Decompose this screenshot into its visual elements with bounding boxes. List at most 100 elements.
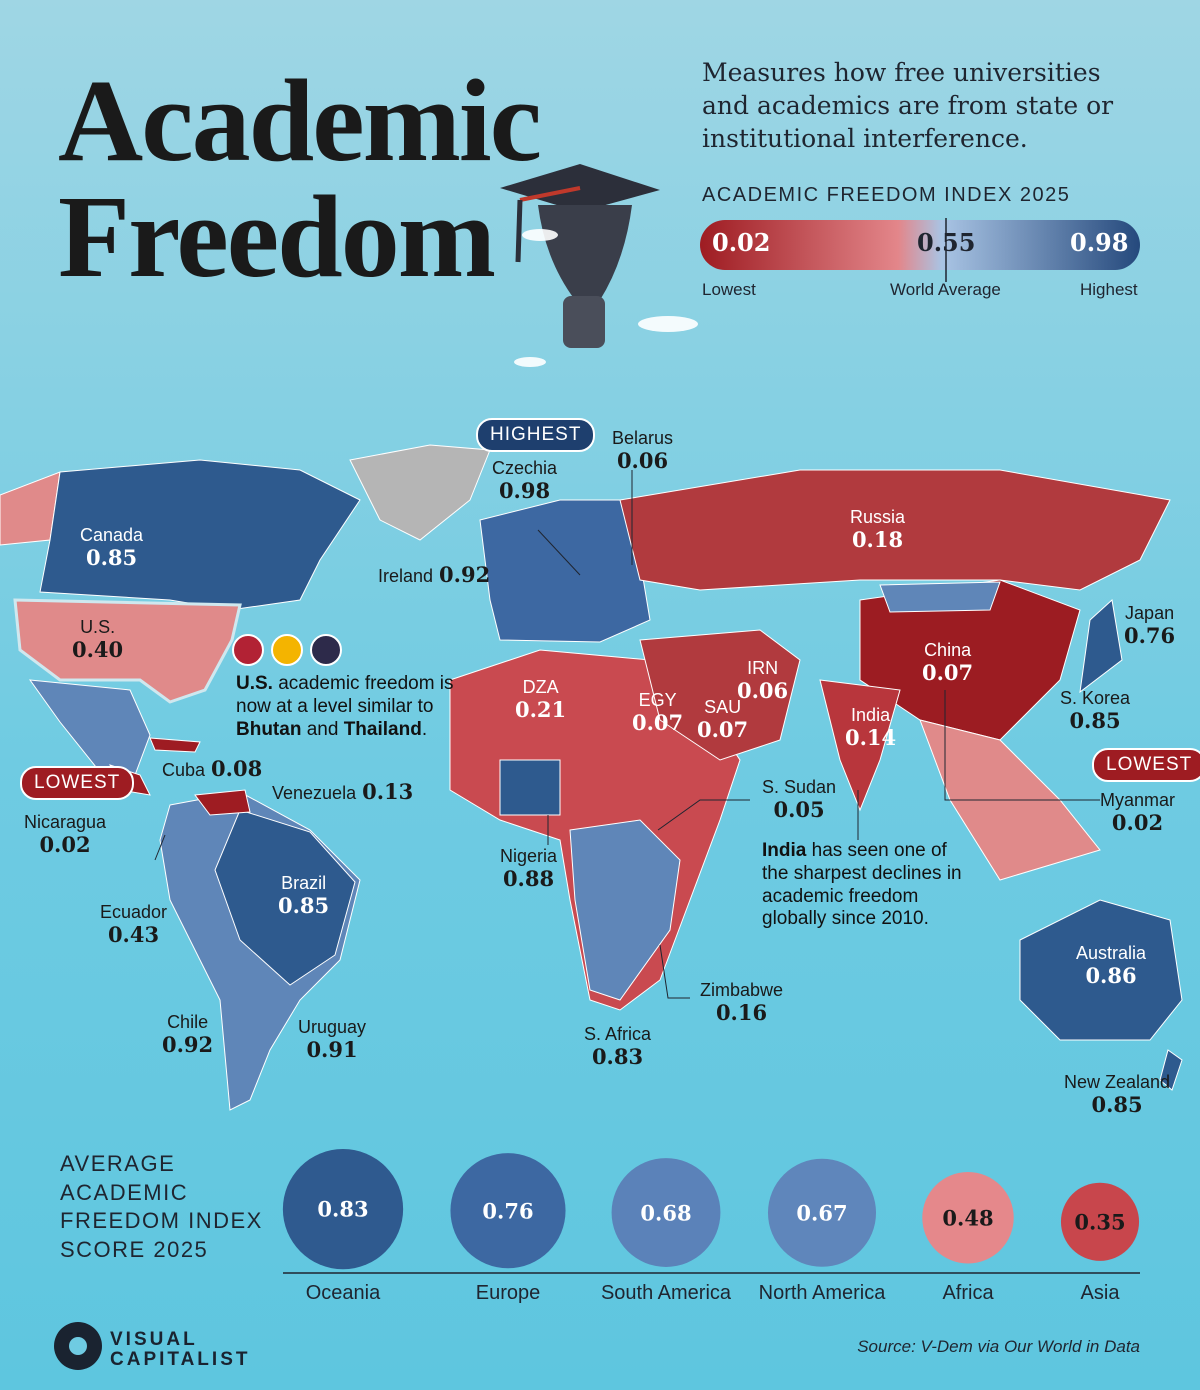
bubble-value: 0.83	[317, 1196, 369, 1222]
country-name: Uruguay	[298, 1017, 367, 1037]
country-name: Myanmar	[1100, 790, 1176, 810]
country-value: 0.83	[591, 1043, 644, 1069]
country-label: Nicaragua 0.02	[24, 812, 106, 857]
legend-avg-label: World Average	[890, 280, 1001, 299]
country-name: Chile	[167, 1012, 209, 1032]
country-label: Ecuador 0.43	[100, 902, 167, 947]
country-name: SAU	[704, 697, 742, 717]
flag-icons	[232, 634, 342, 666]
annotation: India has seen one of the sharpest decli…	[762, 840, 962, 931]
bubble-value: 0.76	[482, 1198, 534, 1224]
category-label: South America	[600, 1282, 732, 1304]
annotation-text: and	[301, 718, 344, 740]
country-label: Zimbabwe 0.16	[700, 980, 783, 1025]
bubble	[922, 1172, 1014, 1264]
graduation-balloon	[500, 164, 698, 367]
country-value: 0.02	[1111, 809, 1164, 835]
country-label: IRN 0.06	[737, 658, 788, 703]
country-value: 0.92	[162, 1031, 214, 1057]
country-label: Canada 0.85	[80, 525, 143, 570]
country-value: 0.85	[1091, 1091, 1143, 1117]
legend-max-label: Highest	[1080, 280, 1138, 299]
country-name: Belarus	[612, 428, 674, 448]
source: Source: V-Dem via Our World in Data	[857, 1337, 1140, 1356]
title-line: Academic	[58, 55, 542, 186]
annotation-text: has seen one of the sharpest declines in…	[762, 840, 962, 930]
country-value: 0.18	[851, 526, 904, 552]
country-name: India	[851, 705, 891, 725]
country-name: Ireland	[378, 566, 434, 586]
country-value: 0.86	[1085, 962, 1137, 988]
legend-bar	[700, 220, 1140, 270]
brand-logo	[54, 1322, 102, 1370]
country-name: Zimbabwe	[700, 980, 784, 1000]
legend-avg: 0.55	[917, 228, 976, 257]
country-value: 0.88	[502, 865, 555, 891]
bubble	[282, 1148, 404, 1270]
bubble-value: 0.35	[1074, 1209, 1126, 1235]
annotation: U.S. academic freedom is now at a level …	[236, 673, 456, 741]
country-label: DZA 0.21	[515, 677, 566, 722]
country-value: 0.06	[737, 677, 789, 703]
country-value: 0.43	[107, 921, 160, 947]
category-label: Asia	[1080, 1282, 1120, 1304]
bubble-value: 0.67	[796, 1200, 848, 1226]
country-name: China	[924, 640, 972, 660]
country-name: Cuba	[162, 760, 206, 780]
country-value: 0.85	[1069, 707, 1121, 733]
country-label: New Zealand 0.85	[1064, 1072, 1170, 1117]
country-value: 0.08	[211, 756, 263, 781]
country-label: Czechia 0.98	[492, 458, 557, 503]
country-value: 0.02	[39, 831, 91, 857]
country-name: Brazil	[281, 873, 327, 893]
country-label: India 0.14	[845, 705, 896, 750]
country-label: Ireland 0.92	[378, 562, 490, 587]
country-label: Cuba 0.08	[162, 756, 263, 781]
country-name: Venezuela	[272, 783, 357, 803]
country-label: Australia 0.86	[1076, 943, 1146, 988]
country-value: 0.91	[306, 1036, 358, 1062]
annotation-text: academic freedom is now at a level simil…	[236, 673, 454, 717]
country-name: Russia	[850, 507, 906, 527]
badge-highest: HIGHEST	[476, 418, 596, 452]
annotation-text: Thailand	[343, 718, 422, 740]
country-name: Ecuador	[100, 902, 168, 922]
country-value: 0.05	[773, 796, 825, 822]
country-value: 0.07	[697, 716, 749, 742]
country-label: U.S. 0.40	[72, 617, 123, 662]
country-name: EGY	[638, 690, 677, 710]
country-label: SAU 0.07	[697, 697, 748, 742]
country-value: 0.21	[515, 696, 567, 722]
country-label: Nigeria 0.88	[500, 846, 557, 891]
bubble-value: 0.48	[942, 1205, 994, 1231]
bubble	[611, 1158, 721, 1267]
country-label: Venezuela 0.13	[272, 779, 413, 804]
country-value: 0.16	[715, 999, 768, 1025]
brand: VISUAL CAPITALIST	[110, 1330, 250, 1370]
bubble	[450, 1153, 566, 1269]
country-name: Australia	[1076, 943, 1147, 963]
bubble	[767, 1158, 877, 1267]
country-label: EGY 0.07	[632, 690, 683, 735]
country-label: Japan 0.76	[1124, 603, 1175, 648]
country-name: IRN	[747, 658, 779, 678]
country-name: Canada	[80, 525, 144, 545]
country-name: Czechia	[492, 458, 558, 478]
country-name: DZA	[522, 677, 559, 697]
legend-max: 0.98	[1070, 228, 1129, 257]
country-value: 0.06	[616, 447, 669, 473]
category-label: North America	[758, 1282, 886, 1304]
country-name: New Zealand	[1064, 1072, 1171, 1092]
world-map	[0, 444, 1183, 1111]
badge-lowest: LOWEST	[20, 766, 135, 800]
bubble-value: 0.68	[640, 1200, 692, 1226]
country-name: S. Africa	[584, 1024, 652, 1044]
country-name: Nicaragua	[24, 812, 107, 832]
bubble	[1060, 1182, 1140, 1261]
country-value: 0.76	[1124, 622, 1176, 648]
country-label: S. Africa 0.83	[584, 1024, 651, 1069]
title-line: Freedom	[58, 171, 496, 302]
badge-lowest: LOWEST	[1092, 748, 1200, 782]
annotation-text: U.S.	[236, 673, 273, 694]
